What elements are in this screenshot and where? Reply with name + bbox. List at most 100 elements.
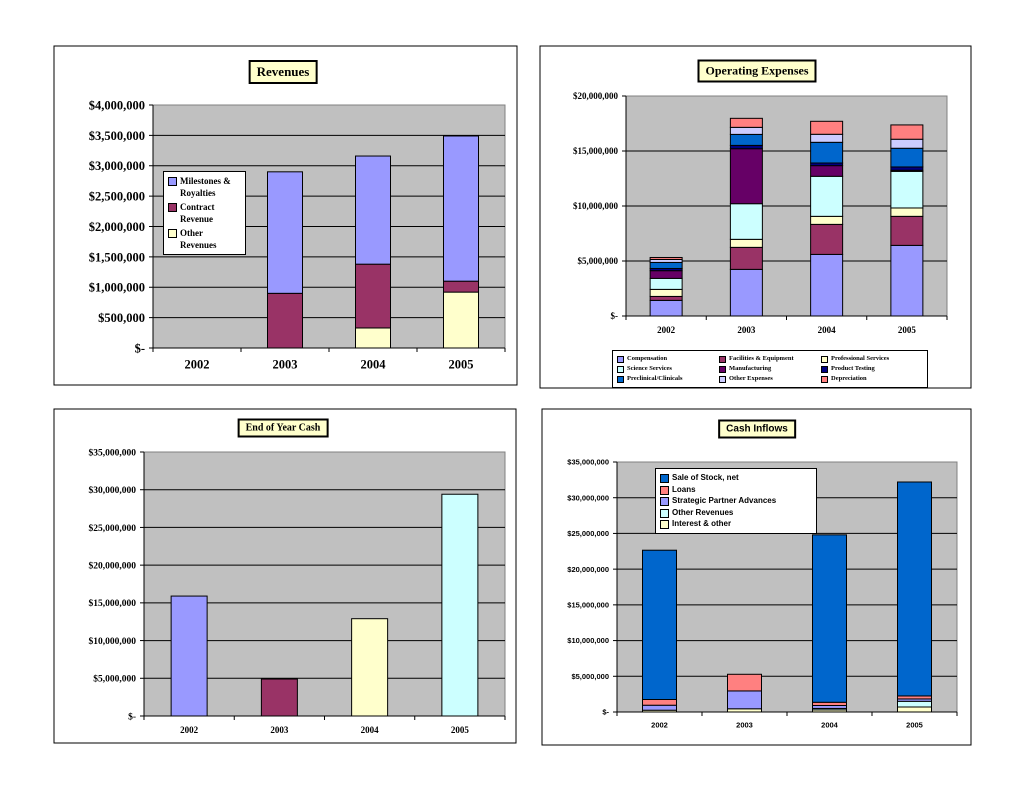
x-category-label: 2005 <box>449 358 474 372</box>
bar-2003 <box>260 678 298 717</box>
legend-swatch <box>660 497 669 506</box>
legend-label: Science Services <box>627 365 672 372</box>
y-tick-label: $2,000,000 <box>89 220 145 234</box>
legend-label: Sale of Stock, net <box>672 473 739 482</box>
y-tick-label: $5,000,000 <box>578 256 619 266</box>
bar-segment-other-expenses-2005 <box>890 138 924 149</box>
y-tick-label: $10,000,000 <box>567 636 609 645</box>
legend-item: Strategic Partner Advances <box>660 495 812 507</box>
y-tick-label: $20,000,000 <box>89 560 137 571</box>
y-tick-label: $- <box>128 711 136 722</box>
bar-segment-depreciation-2004 <box>810 120 844 135</box>
bar-segment-interest-other-2005 <box>897 706 932 713</box>
bar-segment-professional-services-2003 <box>729 238 763 248</box>
legend-item: Compensation <box>617 354 719 364</box>
y-tick-label: $10,000,000 <box>89 636 137 647</box>
legend-swatch <box>660 508 669 518</box>
bar-segment-compensation-2002 <box>649 299 683 317</box>
y-tick-label: $3,000,000 <box>89 159 145 173</box>
y-tick-label: $500,000 <box>98 311 145 325</box>
bar-segment-compensation-2004 <box>810 253 844 317</box>
bar-segment-preclinical-clinicals-2004 <box>810 141 844 164</box>
y-tick-label: $1,000,000 <box>89 281 145 295</box>
bar-segment-loans-2003 <box>727 673 762 692</box>
legend-swatch <box>821 366 828 373</box>
bar-segment-manufacturing-2002 <box>649 270 683 279</box>
y-tick-label: $35,000,000 <box>89 447 137 458</box>
legend-item: Interest & other <box>660 518 812 530</box>
y-tick-label: $15,000,000 <box>89 598 137 609</box>
y-tick-label: $1,500,000 <box>89 250 145 264</box>
legend-label: Preclinical/Clinicals <box>627 375 683 382</box>
legend-swatch <box>168 229 177 238</box>
legend-swatch <box>168 177 177 186</box>
x-category-label: 2002 <box>651 721 668 730</box>
y-tick-label: $20,000,000 <box>573 91 619 101</box>
y-tick-label: $5,000,000 <box>93 674 136 685</box>
legend-label: Interest & other <box>672 519 732 528</box>
legend-swatch <box>617 376 624 383</box>
legend-swatch <box>821 356 828 363</box>
x-category-label: 2004 <box>361 725 380 735</box>
chart-title: End of Year Cash <box>237 418 329 438</box>
legend-item: Loans <box>660 484 812 496</box>
y-tick-label: $35,000,000 <box>567 458 609 467</box>
legend-item: Milestones & Royalties <box>168 175 241 199</box>
y-tick-label: $3,500,000 <box>89 129 145 143</box>
bar-segment-contract-revenue-2003 <box>267 292 303 349</box>
bar-segment-milestones-royalties-2005 <box>443 135 479 282</box>
bar-segment-depreciation-2003 <box>729 117 763 128</box>
legend-item: Product Testing <box>821 364 923 374</box>
bar-segment-facilities-equipment-2005 <box>890 215 924 246</box>
legend-label: Strategic Partner Advances <box>672 496 777 505</box>
x-category-label: 2003 <box>270 725 289 735</box>
y-tick-label: $- <box>611 311 619 321</box>
y-tick-label: $20,000,000 <box>567 565 609 574</box>
y-tick-label: $30,000,000 <box>89 485 137 496</box>
legend-swatch <box>719 356 726 363</box>
bar-segment-science-services-2005 <box>890 170 924 209</box>
x-category-label: 2002 <box>180 725 199 735</box>
bar-segment-compensation-2005 <box>890 244 924 317</box>
legend-item: Sale of Stock, net <box>660 472 812 484</box>
legend-swatch <box>660 520 669 529</box>
bar-segment-strategic-partner-advances-2003 <box>727 690 762 710</box>
x-category-label: 2005 <box>451 725 470 735</box>
legend-label: Other Revenues <box>672 507 734 517</box>
bar-segment-milestones-royalties-2004 <box>355 155 391 265</box>
bar-segment-contract-revenue-2005 <box>443 280 479 293</box>
bar-2002 <box>170 595 208 717</box>
bar-segment-professional-services-2004 <box>810 215 844 225</box>
legend-item: Contract Revenue <box>168 201 241 225</box>
legend-label: Contract Revenue <box>180 202 215 224</box>
bar-segment-other-revenues-2005 <box>443 291 479 349</box>
legend-swatch <box>660 485 669 495</box>
bar-2005 <box>441 493 479 717</box>
chart-3: $- $5,000,000 $10,000,000 $15,000,000 $20,00… <box>541 408 972 746</box>
bar-segment-preclinical-clinicals-2002 <box>649 261 683 269</box>
y-tick-label: $30,000,000 <box>567 493 609 502</box>
bar-segment-manufacturing-2004 <box>810 165 844 177</box>
legend-item: Science Services <box>617 364 719 374</box>
bar-2004 <box>351 618 389 717</box>
bar-segment-professional-services-2002 <box>649 288 683 297</box>
legend-label: Product Testing <box>831 365 875 372</box>
bar-segment-preclinical-clinicals-2005 <box>890 147 924 168</box>
legend-item: Other Revenues <box>168 227 241 251</box>
bar-segment-sale-of-stock-net-2004 <box>812 534 847 703</box>
chart-title: Cash Inflows <box>718 419 796 439</box>
legend: Compensation Facilities & Equipment Profes… <box>612 350 928 388</box>
x-category-label: 2003 <box>273 358 298 372</box>
bar-segment-loans-2002 <box>642 699 677 706</box>
legend-label: Facilities & Equipment <box>729 355 794 362</box>
legend-swatch <box>660 474 669 483</box>
y-tick-label: $5,000,000 <box>571 672 609 681</box>
legend-label: Depreciation <box>831 375 867 382</box>
bar-segment-science-services-2004 <box>810 175 844 217</box>
legend-item: Preclinical/Clinicals <box>617 374 719 384</box>
x-category-label: 2005 <box>906 721 923 730</box>
legend-swatch <box>168 203 177 212</box>
legend-label: Professional Services <box>831 355 890 362</box>
bar-segment-sale-of-stock-net-2002 <box>642 549 677 701</box>
bar-segment-facilities-equipment-2004 <box>810 223 844 255</box>
